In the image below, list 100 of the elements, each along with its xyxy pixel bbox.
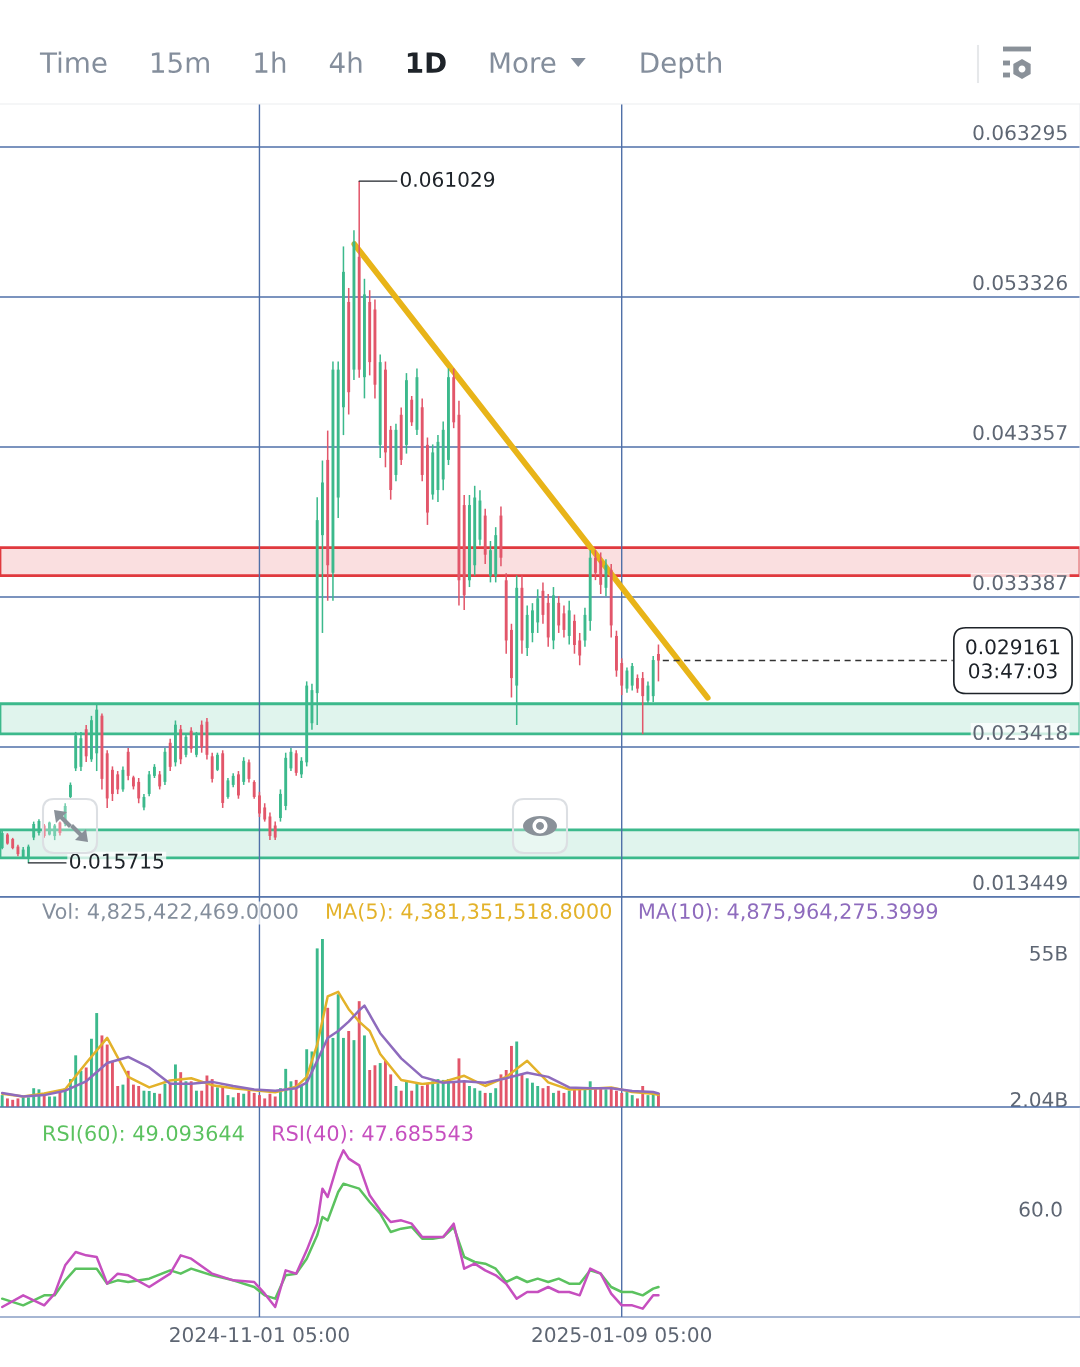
bar <box>363 1035 366 1107</box>
bar <box>336 994 340 1107</box>
bar <box>326 1007 330 1107</box>
bar <box>284 1068 288 1107</box>
y-tick-label: 0.063295 <box>973 124 1067 141</box>
bar <box>111 1060 114 1107</box>
y-tick-label: 0.013449 <box>973 874 1067 891</box>
bar <box>599 1088 603 1107</box>
bar <box>342 1037 345 1107</box>
bar <box>531 1082 534 1107</box>
text: 1h <box>255 51 286 73</box>
text: RSI(60): 49.093644 <box>44 1124 244 1144</box>
bar <box>16 1098 20 1107</box>
bar <box>578 1089 582 1107</box>
bar <box>384 1060 387 1107</box>
bar <box>90 1038 93 1107</box>
text: Time <box>39 51 107 74</box>
bar <box>121 1084 125 1107</box>
bar <box>126 1070 130 1107</box>
bar <box>405 1081 408 1107</box>
bar <box>399 1090 403 1107</box>
bar <box>315 948 319 1107</box>
text: 1D <box>407 52 446 73</box>
bar <box>357 1001 361 1107</box>
y-tick-label: 0.023418 <box>973 724 1067 741</box>
bar <box>420 1086 424 1107</box>
bar <box>84 1067 88 1107</box>
bar <box>195 1090 198 1107</box>
bar <box>153 1092 156 1107</box>
y-tick-label: 0.033387 <box>973 574 1067 591</box>
bar <box>147 1090 151 1107</box>
ref-line-label: 0.029161 03:47:03 <box>966 639 1060 679</box>
bar <box>105 1044 109 1107</box>
bar <box>58 1092 62 1107</box>
bar <box>489 1092 492 1107</box>
y-tick-label: 2.04B <box>1011 1091 1067 1108</box>
bar <box>237 1092 240 1107</box>
bar <box>100 1035 104 1107</box>
x-tick-label: 2024-11-01 05:00 <box>170 1327 349 1343</box>
bar <box>426 1083 429 1107</box>
bar <box>636 1098 639 1107</box>
bar <box>431 1081 435 1107</box>
bar <box>132 1084 135 1107</box>
text: More <box>490 52 556 74</box>
y-tick-label: 0.053326 <box>973 274 1067 291</box>
y-tick-label: 55B <box>1030 945 1067 961</box>
series-label: RSI(40): 47.685543 <box>273 1124 473 1144</box>
legend-title: Vol: 4,825,422,469.0000 <box>42 902 298 922</box>
x-tick-label: 2025-01-09 05:00 <box>532 1327 712 1343</box>
bar <box>163 1083 167 1107</box>
bar <box>389 1074 393 1107</box>
text: 15m <box>151 52 209 74</box>
bar <box>158 1093 162 1107</box>
bar <box>48 1096 51 1107</box>
text: Depth <box>641 51 721 79</box>
annotation: 0.061029 <box>400 171 495 187</box>
bar <box>142 1090 146 1107</box>
bar <box>258 1095 261 1107</box>
bar <box>137 1086 141 1107</box>
bar <box>116 1086 120 1107</box>
bar <box>473 1088 477 1107</box>
bar <box>452 1081 456 1107</box>
bar <box>510 1045 513 1107</box>
bar <box>347 1031 351 1107</box>
bar <box>483 1092 487 1107</box>
bar <box>200 1090 204 1107</box>
bar <box>494 1088 498 1107</box>
annotation: 0.015715 <box>70 853 164 869</box>
bar <box>536 1086 540 1107</box>
bar <box>630 1095 634 1107</box>
bar <box>462 1081 466 1107</box>
text: MA(5): 4,381,351,518.8000 <box>327 902 612 922</box>
bar <box>567 1090 571 1107</box>
y-tick-label: 0.043357 <box>973 424 1067 441</box>
bar <box>252 1092 256 1107</box>
bar <box>53 1096 57 1107</box>
bar <box>609 1088 613 1107</box>
text: MA(10): 4,875,964,275.3999 <box>639 902 938 922</box>
bar <box>273 1096 277 1107</box>
bar <box>552 1092 555 1107</box>
bar <box>557 1090 561 1107</box>
annotation: 60.0 <box>1019 1201 1062 1217</box>
bar <box>525 1078 529 1107</box>
bar <box>26 1097 30 1107</box>
text: 4h <box>329 51 362 73</box>
bar <box>168 1082 172 1107</box>
bar <box>410 1090 414 1107</box>
bar <box>5 1098 9 1107</box>
bar <box>615 1090 618 1107</box>
bar <box>620 1092 624 1107</box>
bar <box>231 1097 235 1107</box>
bar <box>368 1069 372 1107</box>
bar <box>263 1098 267 1107</box>
bar <box>0 1095 4 1107</box>
bar <box>515 1041 519 1107</box>
bar <box>378 1063 382 1107</box>
bar <box>216 1087 219 1107</box>
bar <box>242 1093 246 1107</box>
bar <box>184 1081 188 1107</box>
bar <box>300 1086 303 1107</box>
